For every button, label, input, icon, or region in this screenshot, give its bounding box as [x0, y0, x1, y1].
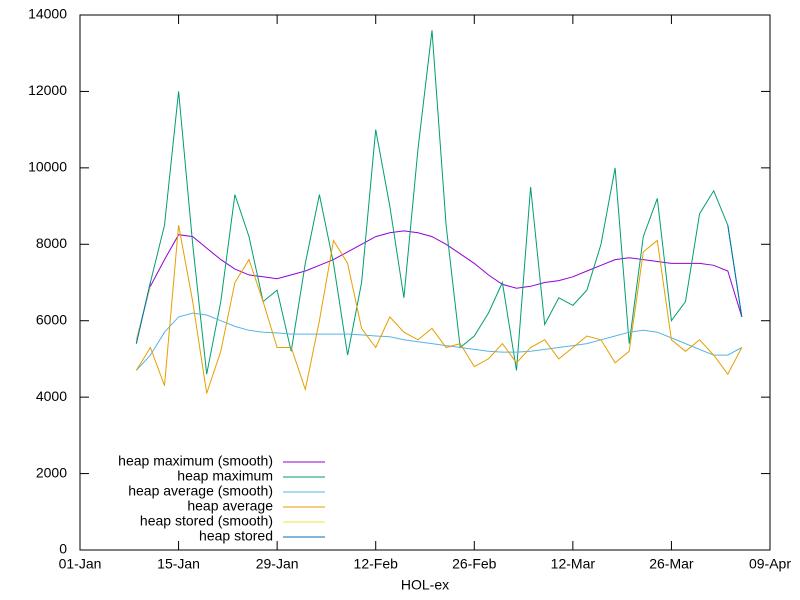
plot-border [79, 14, 771, 551]
x-tick-label: 15-Jan [157, 556, 200, 572]
y-tick-label: 12000 [28, 82, 67, 98]
legend-label: heap average (smooth) [128, 483, 273, 499]
x-tick-label: 26-Mar [649, 556, 694, 572]
x-tick-label: 12-Feb [354, 556, 399, 572]
y-tick-label: 4000 [36, 388, 67, 404]
legend-label: heap maximum (smooth) [118, 453, 273, 469]
legend-label: heap average [187, 498, 273, 514]
y-tick-label: 2000 [36, 464, 67, 480]
y-tick-label: 6000 [36, 311, 67, 327]
x-tick-label: 26-Feb [452, 556, 497, 572]
series-line [135, 225, 743, 344]
x-tick-label: 29-Jan [256, 556, 299, 572]
x-tick-label: 09-Apr [749, 556, 791, 572]
x-tick-label: 01-Jan [59, 556, 102, 572]
legend-label: heap stored (smooth) [140, 513, 273, 529]
series-line [135, 312, 743, 371]
y-tick-label: 14000 [28, 6, 67, 22]
legend-label: heap stored [199, 528, 273, 544]
legend-label: heap maximum [177, 468, 273, 484]
y-tick-label: 10000 [28, 159, 67, 175]
series-line [135, 225, 743, 394]
x-tick-label: 12-Mar [551, 556, 596, 572]
x-axis-label: HOL-ex [401, 577, 449, 593]
y-tick-label: 8000 [36, 235, 67, 251]
series-line [135, 30, 743, 375]
y-tick-label: 0 [59, 541, 67, 557]
series-line [135, 230, 743, 340]
